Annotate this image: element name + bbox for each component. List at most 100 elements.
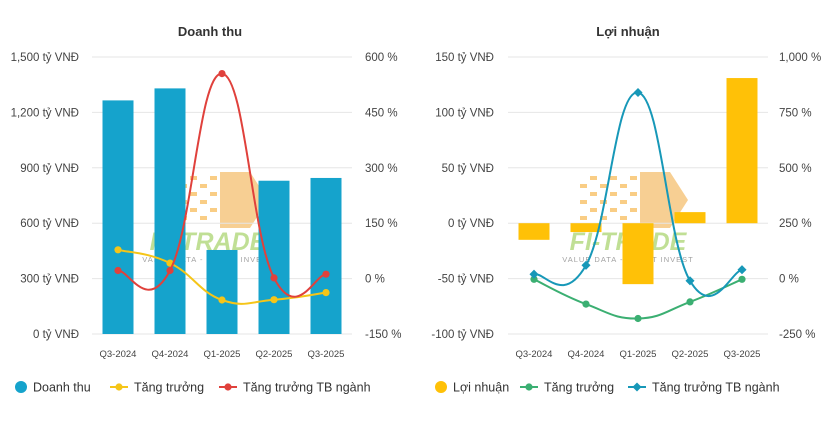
- watermark-stripe: [580, 200, 587, 204]
- legend-label: Tăng trưởng TB ngành: [243, 381, 371, 395]
- watermark-stripe: [210, 208, 217, 212]
- x-tick-label: Q4-2024: [568, 349, 605, 360]
- bar: [102, 100, 134, 334]
- series-point: [686, 298, 694, 306]
- legend-label: Doanh thu: [33, 381, 91, 395]
- y-right-tick-label: 500 %: [779, 163, 812, 175]
- series-point: [737, 265, 747, 275]
- x-tick-label: Q2-2025: [672, 349, 709, 360]
- legend-label: Tăng trưởng TB ngành: [652, 381, 780, 395]
- y-left-tick-label: 0 tỷ VNĐ: [448, 218, 494, 230]
- series-point: [166, 266, 174, 275]
- watermark-stripe: [580, 216, 587, 220]
- series-point: [634, 314, 642, 323]
- series-point: [529, 269, 539, 279]
- bar: [206, 249, 238, 334]
- y-left-tick-label: 100 tỷ VNĐ: [435, 107, 494, 119]
- y-left-tick-label: 50 tỷ VNĐ: [442, 163, 494, 175]
- bar: [258, 180, 290, 334]
- y-right-tick-label: 250 %: [779, 218, 812, 230]
- legend-label: Tăng trưởng: [544, 381, 614, 395]
- watermark-stripe: [190, 176, 197, 180]
- bar: [570, 223, 602, 233]
- y-left-tick-label: -50 tỷ VNĐ: [438, 274, 494, 286]
- y-left-tick-label: 1,500 tỷ VNĐ: [11, 52, 79, 64]
- series-point: [530, 275, 538, 283]
- watermark-stripe: [200, 184, 207, 188]
- series-point: [581, 260, 591, 270]
- x-tick-label: Q1-2025: [620, 349, 657, 360]
- legend-swatch: [435, 381, 447, 393]
- y-left-tick-label: -100 tỷ VNĐ: [431, 329, 494, 341]
- watermark-stripe: [630, 192, 637, 196]
- y-right-tick-label: 1,000 %: [779, 52, 821, 64]
- watermark-stripe: [610, 208, 617, 212]
- bar: [726, 78, 758, 224]
- watermark-stripe: [210, 192, 217, 196]
- legend-swatch-marker: [115, 383, 123, 391]
- series-point: [322, 289, 330, 297]
- y-right-tick-label: 300 %: [365, 163, 398, 175]
- revenue-chart-title: Doanh thu: [178, 24, 242, 39]
- x-tick-label: Q3-2025: [724, 349, 761, 360]
- x-tick-label: Q3-2025: [308, 349, 345, 360]
- x-tick-label: Q2-2025: [256, 349, 293, 360]
- y-right-tick-label: 450 %: [365, 107, 398, 119]
- y-right-tick-label: 600 %: [365, 52, 398, 64]
- bar: [622, 223, 654, 285]
- watermark-stripe: [210, 176, 217, 180]
- legend-swatch: [15, 381, 27, 393]
- watermark-stripe: [620, 200, 627, 204]
- watermark-stripe: [600, 184, 607, 188]
- watermark-stripe: [600, 216, 607, 220]
- profit-chart: Lợi nhuận 150 tỷ VNĐ 100 tỷ VNĐ 50 tỷ VNĐ 0…: [431, 24, 821, 395]
- profit-chart-title: Lợi nhuận: [596, 24, 659, 39]
- x-tick-label: Q3-2024: [516, 349, 553, 360]
- y-left-tick-label: 300 tỷ VNĐ: [20, 274, 79, 286]
- watermark-stripe: [190, 192, 197, 196]
- y-right-tick-label: -250 %: [779, 329, 815, 341]
- legend-label: Tăng trưởng: [134, 381, 204, 395]
- legend-swatch-marker: [525, 383, 533, 391]
- legend-swatch-marker: [224, 383, 232, 391]
- legend-label: Lợi nhuận: [453, 381, 509, 395]
- y-left-tick-label: 600 tỷ VNĐ: [20, 218, 79, 230]
- y-right-tick-label: 0 %: [779, 274, 799, 286]
- bar: [674, 212, 706, 224]
- watermark-stripe: [190, 208, 197, 212]
- watermark-stripe: [590, 176, 597, 180]
- series-point: [218, 296, 226, 304]
- series-point: [114, 266, 122, 275]
- bar: [310, 177, 342, 334]
- y-right-tick-label: 0 %: [365, 274, 385, 286]
- series-point: [270, 296, 278, 304]
- series-point: [633, 87, 643, 98]
- watermark-stripe: [590, 192, 597, 196]
- watermark-stripe: [620, 216, 627, 220]
- bar: [518, 223, 550, 240]
- watermark-stripe: [610, 176, 617, 180]
- watermark-stripe: [630, 208, 637, 212]
- y-left-tick-label: 900 tỷ VNĐ: [20, 163, 79, 175]
- watermark-stripe: [630, 176, 637, 180]
- watermark-stripe: [620, 184, 627, 188]
- watermark-stripe: [200, 216, 207, 220]
- y-left-tick-label: 1,200 tỷ VNĐ: [11, 107, 79, 119]
- y-left-tick-label: 0 tỷ VNĐ: [33, 329, 79, 341]
- y-right-tick-label: 150 %: [365, 218, 398, 230]
- watermark-stripe: [590, 208, 597, 212]
- y-right-tick-label: 750 %: [779, 107, 812, 119]
- watermark-stripe: [610, 192, 617, 196]
- series-point: [738, 275, 746, 283]
- x-tick-label: Q4-2024: [152, 349, 189, 360]
- y-right-tick-label: -150 %: [365, 329, 401, 341]
- watermark-stripe: [200, 200, 207, 204]
- x-tick-label: Q3-2024: [100, 349, 137, 360]
- series-point: [114, 246, 122, 254]
- x-tick-label: Q1-2025: [204, 349, 241, 360]
- legend-swatch-marker: [632, 382, 642, 392]
- watermark-stripe: [580, 184, 587, 188]
- revenue-chart: Doanh thu 1,500 tỷ VNĐ 1,200 tỷ VNĐ 900 tỷ…: [11, 24, 402, 395]
- series-point: [270, 274, 278, 282]
